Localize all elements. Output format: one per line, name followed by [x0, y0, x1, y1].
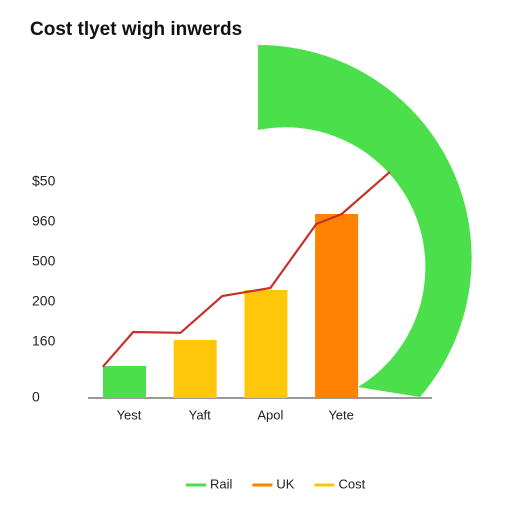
y-tick-label: 960 [32, 213, 56, 229]
decorative-arc [258, 44, 472, 397]
chart-title: Cost tlyet wigh inwerds [30, 19, 242, 40]
legend-label: Cost [338, 476, 365, 491]
y-tick-label: 200 [32, 293, 56, 309]
x-tick-label: Yest [117, 407, 142, 422]
y-tick-label: 500 [32, 253, 56, 269]
x-tick-label: Apol [257, 407, 283, 422]
y-tick-label: $50 [32, 173, 56, 189]
y-tick-label: 0 [32, 389, 40, 405]
bar [315, 214, 359, 398]
legend-label: UK [276, 476, 294, 491]
trend-line [101, 171, 391, 368]
bar [103, 366, 146, 398]
y-tick-label: 160 [32, 333, 56, 349]
legend-label: Rail [210, 476, 233, 491]
x-tick-label: Yaft [189, 407, 212, 422]
bar [173, 340, 217, 398]
x-tick-label: Yete [328, 407, 354, 422]
bar [244, 290, 288, 398]
